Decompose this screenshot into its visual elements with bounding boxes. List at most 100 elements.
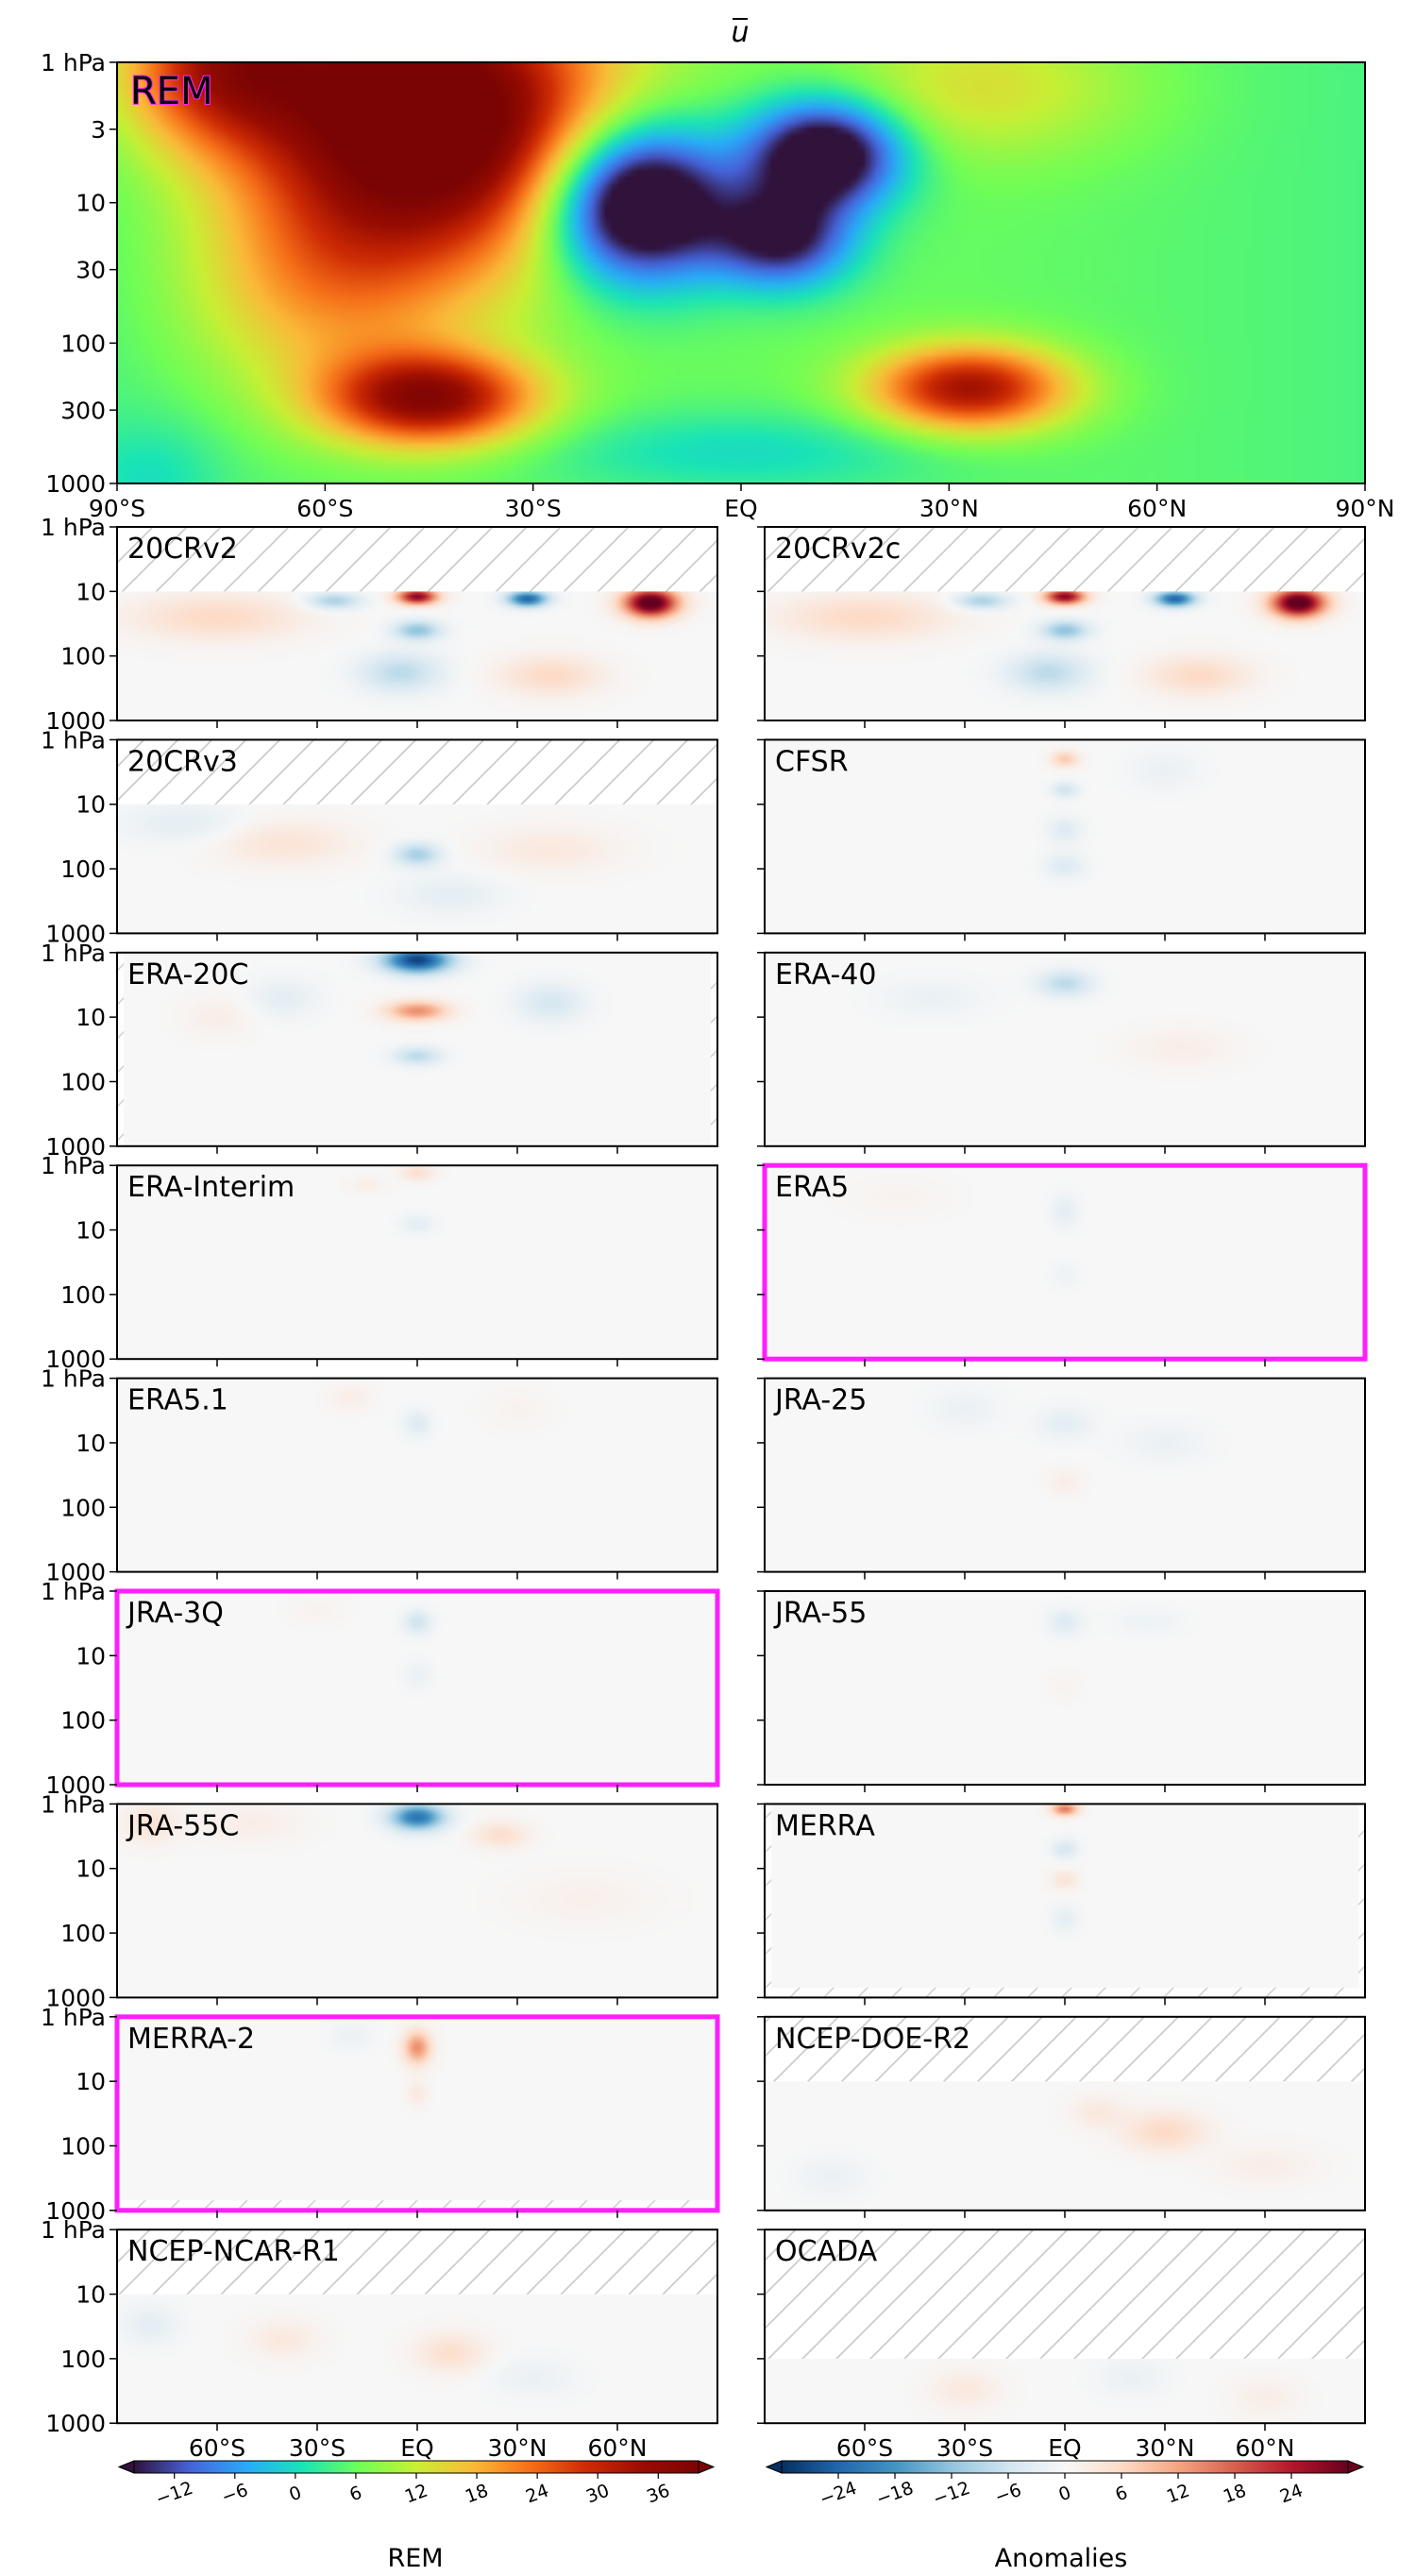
anomaly-heatmap [765,739,1365,933]
panel-20crv2: 20CRv2 1 hPa 10 100 1000 [41,514,717,735]
panel-xtick-label: 60°S [189,2434,245,2462]
anomaly-heatmap [765,1165,1365,1359]
panel-ytick-label: 1 hPa [41,940,106,967]
panel-era-40: ERA-40 [757,953,1365,1154]
panel-ytick-label: 100 [60,1068,106,1095]
panel-label: MERRA [775,1809,875,1842]
panel-xtick-label: 60°N [1235,2434,1294,2462]
panel-label: JRA-55C [126,1809,239,1842]
panel-xtick-label: 30°N [487,2434,547,2462]
rem-ytick-label: 1000 [45,470,106,498]
panel-ytick-label: 100 [60,643,106,670]
colorbar-tick-label: 18 [463,2481,491,2508]
rem-ytick-label: 1 hPa [41,49,106,76]
rem-xtick-label: 60°N [1127,495,1187,522]
colorbar-tick-label: 36 [644,2481,672,2508]
panel-20crv2c: 20CRv2c [757,527,1365,728]
colorbar-tick-label: −6 [992,2480,1024,2508]
panel-era5-1: ERA5.11 hPa101001000 [41,1365,717,1586]
panel-xtick-label: EQ [1048,2434,1081,2462]
colorbar-tick-label: 6 [1113,2483,1131,2506]
panel-ytick-label: 1 hPa [41,1578,106,1605]
panel-ytick-label: 1 hPa [41,514,106,541]
panel-label: JRA-25 [773,1384,867,1417]
panel-era5: ERA5 [757,1165,1365,1366]
colorbar-extend-low [767,2461,782,2473]
panel-ytick-label: 1 hPa [41,2216,106,2244]
panel-label: ERA5.1 [127,1384,228,1417]
colorbars: −12 −6 0 6 12 18 24 30 36 REM −24 −18 −12 −6 0 6 12 18 24 A… [119,2461,1363,2573]
panel-label: ERA-Interim [127,1171,295,1204]
panel-label: 20CRv2 [127,533,238,566]
hatch-region-bottom [765,1988,1365,1998]
panel-merra-2: MERRA-2 1 hPa 10 100 1000 [41,2004,717,2225]
panel-ytick-label: 100 [60,2346,106,2373]
rem-panel: REM1 hPa31030100300100090°S 60°S 30°S EQ 30°… [41,49,1394,522]
colorbar-tick-label: −6 [219,2480,251,2508]
hatch-region-right [711,953,717,1146]
rem-xtick-label: EQ [724,495,757,522]
panel-label: ERA-20C [127,958,248,991]
rem-ytick-label: 3 [91,116,106,144]
panel-label: OCADA [775,2235,878,2268]
panel-jra-55c: JRA-55C 1 hPa 10 100 1000 [41,1790,717,2011]
rem-xtick-label: 30°N [919,495,979,522]
rem-xtick-label: 30°S [505,495,562,522]
colorbar-tick-label: 0 [1056,2483,1074,2506]
rem-label: REM [130,70,213,113]
panel-ytick-label: 100 [60,856,106,883]
colorbar-tick-label: −12 [153,2478,195,2510]
panel-xtick-label: 30°S [936,2434,993,2462]
rem-ytick-label: 300 [60,397,106,424]
colorbar-tick-label: 18 [1221,2481,1249,2508]
panel-jra-3q: JRA-3Q1 hPa101001000 [41,1578,717,1799]
colorbar-extend-low [119,2461,134,2473]
panel-label: CFSR [775,745,849,778]
colorbar-tick-label: −24 [817,2478,859,2510]
panel-ytick-label: 10 [76,791,106,819]
panel-ytick-label: 1 hPa [41,1790,106,1818]
panel-ytick-label: 10 [76,1430,106,1457]
panel-xtick-label: 30°N [1135,2434,1194,2462]
hatch-region-left [117,953,124,1146]
panel-era-20c: ERA-20C 1 hPa 10 100 1000 [41,940,717,1161]
panel-ytick-label: 10 [76,1217,106,1245]
panel-ytick-label: 100 [60,2132,106,2160]
colorbar-tick-label: 30 [583,2481,612,2508]
colorbar-anomalies: −24 −18 −12 −6 0 6 12 18 24 Anomalies [767,2461,1363,2573]
colorbar-tick-label: 12 [402,2481,430,2508]
panel-jra-55: JRA-55 [757,1591,1365,1792]
panel-ocada: OCADA 60°S 30°S EQ 30°N 60°N [757,2229,1365,2462]
colorbar-tick-label: −12 [930,2478,972,2510]
colorbar-tick-label: −18 [873,2478,916,2510]
panel-ytick-label: 100 [60,1494,106,1521]
colorbar-tick-label: 6 [346,2483,364,2506]
rem-xtick-label: 90°N [1335,495,1394,522]
colorbar-name: Anomalies [995,2544,1128,2573]
panel-ytick-label: 1000 [45,2410,106,2437]
panel-xtick-label: 30°S [289,2434,346,2462]
panel-ytick-label: 1 hPa [41,1365,106,1393]
panel-ytick-label: 10 [76,1856,106,1883]
panel-era-interim: ERA-Interim1 hPa101001000 [41,1152,717,1373]
panel-xtick-label: EQ [400,2434,433,2462]
colorbar-rem: −12 −6 0 6 12 18 24 30 36 REM [119,2461,714,2573]
panel-label: NCEP-NCAR-R1 [127,2235,340,2268]
panel-cfsr: CFSR [757,739,1365,941]
panel-ytick-label: 1 hPa [41,2004,106,2031]
panel-label: 20CRv3 [127,745,238,778]
colorbar-tick-label: 12 [1164,2481,1192,2508]
panel-label: MERRA-2 [127,2023,255,2056]
panel-20crv3: 20CRv31 hPa101001000 [41,726,717,947]
panel-ytick-label: 100 [60,1281,106,1309]
rem-ytick-label: 30 [76,257,106,284]
rem-ytick-label: 10 [76,190,106,217]
panel-ytick-label: 10 [76,1004,106,1031]
panel-label: JRA-3Q [126,1597,224,1630]
colorbar-extend-high [699,2461,714,2473]
panel-label: NCEP-DOE-R2 [775,2023,970,2056]
colorbar-extend-high [1348,2461,1363,2473]
panel-label: ERA-40 [775,958,876,991]
colorbar-tick-label: 0 [286,2483,304,2506]
panel-merra: MERRA [757,1804,1365,2005]
